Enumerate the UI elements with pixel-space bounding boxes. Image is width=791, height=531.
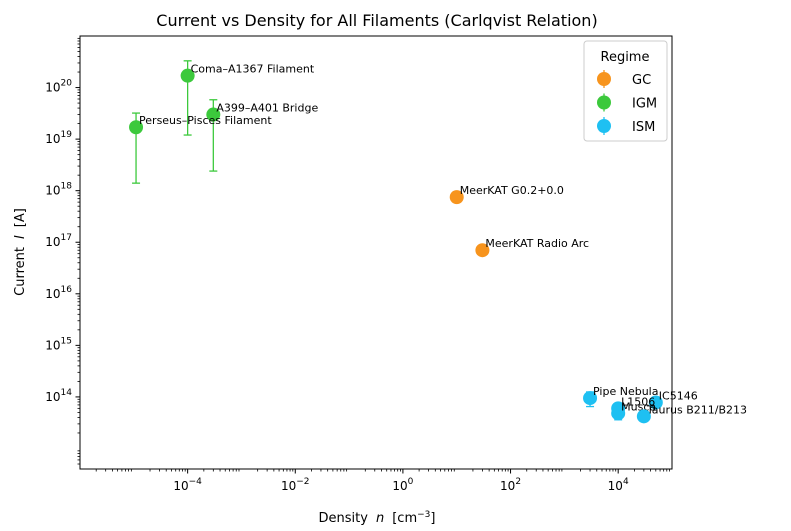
x-axis-label-text: Density bbox=[319, 511, 369, 526]
y-tick-label: 1020 bbox=[45, 79, 72, 95]
point-label: MeerKAT Radio Arc bbox=[485, 237, 589, 250]
point-label: L1506 bbox=[621, 395, 655, 408]
legend-marker bbox=[597, 95, 611, 110]
y-tick-label: 1015 bbox=[45, 336, 72, 352]
legend: Regime GC IGM ISM bbox=[583, 40, 668, 142]
x-tick-label: 10−4 bbox=[173, 477, 202, 493]
data-point bbox=[180, 68, 195, 83]
point-label: Perseus–Pisces Filament bbox=[139, 114, 272, 127]
x-axis-label-unit: [cm bbox=[392, 511, 417, 526]
legend-label: GC bbox=[632, 73, 651, 88]
point-label: IC5146 bbox=[659, 389, 698, 402]
x-axis-label-unit-close: ] bbox=[430, 511, 435, 526]
point-label: MeerKAT G0.2+0.0 bbox=[460, 184, 564, 197]
y-axis-label-var: I bbox=[13, 235, 28, 239]
legend-label: ISM bbox=[632, 120, 655, 135]
point-label: Coma–A1367 Filament bbox=[191, 63, 315, 76]
legend-label: IGM bbox=[632, 97, 657, 112]
x-axis-label-var: n bbox=[376, 511, 384, 526]
chart-title: Current vs Density for All Filaments (Ca… bbox=[156, 11, 597, 30]
y-tick-label: 1016 bbox=[45, 285, 72, 301]
legend-marker bbox=[597, 119, 611, 133]
plot-area bbox=[79, 35, 673, 470]
point-label: Musca bbox=[621, 400, 656, 413]
x-axis-label-unit-exp: −3 bbox=[417, 510, 430, 520]
data-point bbox=[206, 107, 221, 122]
x-tick-label: 104 bbox=[608, 477, 629, 493]
point-label: Pipe Nebula bbox=[593, 385, 658, 398]
data-point bbox=[636, 409, 651, 424]
data-point bbox=[583, 391, 598, 406]
data-point bbox=[449, 190, 464, 205]
y-axis-label-unit: [A] bbox=[13, 208, 28, 227]
legend-marker bbox=[597, 72, 611, 86]
x-tick-label: 10−2 bbox=[281, 477, 310, 493]
point-label: Taurus B211/B213 bbox=[646, 403, 747, 416]
data-point bbox=[648, 395, 663, 410]
x-axis-label: Density n [cm−3] bbox=[319, 510, 436, 526]
axis-ticks: 10−4 10−2 100 102 104 1014 1015 1016 1017 1018 101… bbox=[45, 37, 670, 493]
y-tick-label: 1018 bbox=[45, 182, 72, 198]
data-point bbox=[475, 243, 490, 258]
y-tick-label: 1019 bbox=[45, 130, 72, 146]
y-tick-label: 1017 bbox=[45, 233, 72, 249]
x-tick-label: 100 bbox=[392, 477, 413, 493]
y-axis-label-text: Current bbox=[13, 247, 28, 296]
x-tick-label: 102 bbox=[500, 477, 521, 493]
legend-title: Regime bbox=[601, 50, 650, 65]
legend-box bbox=[583, 40, 668, 142]
point-label: A399–A401 Bridge bbox=[216, 102, 318, 115]
y-tick-label: 1014 bbox=[45, 388, 72, 404]
data-point bbox=[611, 406, 626, 421]
y-axis-label: Current I [A] bbox=[13, 208, 28, 296]
data-point bbox=[129, 120, 144, 135]
data-points: MeerKAT G0.2+0.0 MeerKAT Radio Arc Coma–A1… bbox=[129, 60, 747, 424]
